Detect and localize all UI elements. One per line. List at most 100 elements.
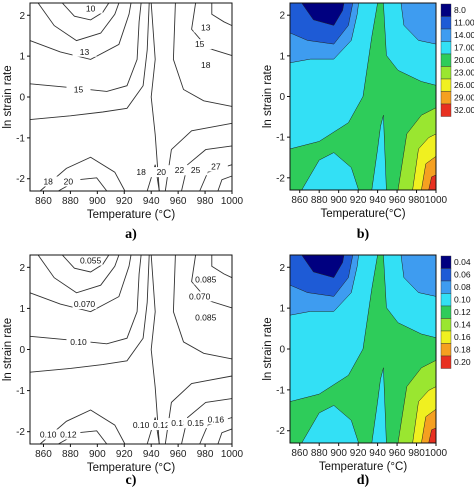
y-tick-label: 0: [19, 93, 25, 104]
contour-label-bg: [78, 255, 103, 266]
contour-label: 13: [201, 22, 211, 32]
legend-swatch: [440, 78, 452, 92]
legend-swatch: [440, 355, 452, 369]
contour-label: 0.16: [208, 414, 225, 424]
legend-label: 32.00: [454, 105, 474, 115]
x-tick-label: 1000: [221, 449, 244, 460]
y-tick-label: 1: [279, 51, 285, 62]
contour-label: 0.10: [40, 429, 57, 439]
contour-label: 0.085: [195, 274, 217, 284]
contour-label-bg: [72, 299, 97, 310]
contour-line: [146, 417, 160, 445]
contour-label-bg: [193, 59, 218, 70]
contour-label-bg: [66, 336, 91, 347]
plot-background: [30, 255, 232, 444]
x-tick-label: 1000: [425, 448, 448, 459]
legend-label: 0.14: [454, 320, 471, 330]
plot-background: [30, 3, 232, 191]
contour-line: [191, 254, 233, 309]
legend-swatch: [440, 3, 452, 17]
x-tick-label: 920: [350, 448, 367, 459]
contour-label: 13: [80, 47, 90, 57]
legend-label: 20.00: [454, 55, 474, 65]
x-tick-label: 960: [389, 448, 406, 459]
contour-line: [181, 145, 233, 192]
contour-line: [150, 254, 160, 445]
contour-label: 15: [74, 84, 84, 94]
contour-label-bg: [56, 429, 81, 440]
contour-line: [37, 254, 120, 294]
contour-line: [172, 254, 233, 360]
contour-line: [29, 2, 150, 121]
chart-panel-2: 8.0 11.00 14.00 17.00 20.00 23.00 26.00 29.00 32…: [262, 2, 474, 242]
legend-label: 26.00: [454, 80, 474, 90]
legend-swatch: [440, 91, 452, 105]
contour-line: [217, 175, 233, 192]
x-tick-label: 920: [116, 196, 133, 207]
y-tick-label: -1: [16, 386, 25, 397]
contour-label: 27: [211, 161, 221, 171]
x-axis-label: Temperature (°C): [87, 462, 175, 474]
contour-label: 0.12: [153, 420, 170, 430]
y-tick-label: -1: [16, 133, 25, 144]
contour-label: 18: [201, 60, 211, 70]
x-tick-label: 1000: [425, 195, 448, 206]
contour-line: [211, 3, 233, 27]
contour-label: 0.15: [187, 418, 204, 428]
y-axis-label: ln strain rate: [262, 65, 274, 128]
contour-label: 20: [64, 176, 74, 186]
x-tick-label: 940: [369, 195, 386, 206]
legend-swatch: [440, 280, 452, 294]
y-tick-label: 0: [279, 345, 285, 356]
contour-label-bg: [187, 39, 212, 50]
contour-label-bg: [66, 84, 91, 95]
x-tick-label: 860: [35, 449, 52, 460]
y-tick-label: 1: [19, 52, 25, 63]
x-tick-label: 1000: [221, 196, 244, 207]
panel-label: d): [357, 473, 370, 488]
y-tick-label: -1: [276, 385, 285, 396]
y-axis-label: ln strain rate: [262, 317, 274, 380]
contour-label: 15: [195, 39, 205, 49]
x-tick-label: 960: [170, 449, 187, 460]
legend-label: 14.00: [454, 30, 474, 40]
legend-swatch: [440, 318, 452, 332]
legend-swatch: [440, 103, 452, 117]
contour-label: 0.12: [60, 429, 77, 439]
contour-line: [181, 398, 233, 445]
contour-line: [39, 156, 126, 192]
x-tick-label: 880: [311, 448, 328, 459]
panel-label: c): [126, 473, 137, 488]
contour-line: [61, 254, 110, 273]
contour-label: 0.13: [171, 418, 188, 428]
x-tick-label: 860: [291, 448, 308, 459]
y-tick-label: 1: [19, 304, 25, 315]
y-tick-label: 2: [19, 11, 25, 22]
contour-label-bg: [167, 165, 192, 176]
y-tick-label: 2: [279, 11, 285, 22]
y-tick-label: 0: [279, 92, 285, 103]
contour-line: [61, 2, 110, 21]
legend-swatch: [440, 305, 452, 319]
chart-panel-4: 0.04 0.06 0.08 0.10 0.12 0.14 0.16 0.18 0.20 860 8…: [262, 254, 471, 488]
contour-label-bg: [183, 418, 208, 429]
x-tick-label: 880: [62, 449, 79, 460]
x-tick-label: 980: [197, 196, 214, 207]
contour-line: [29, 254, 150, 373]
y-tick-label: 2: [19, 263, 25, 274]
x-tick-label: 920: [350, 195, 367, 206]
legend-label: 0.10: [454, 295, 471, 305]
y-tick-label: -2: [276, 173, 285, 184]
contour-label-bg: [183, 165, 208, 176]
x-axis-label: Temperature (°C): [319, 461, 407, 473]
contour-label-bg: [193, 22, 218, 33]
legend-swatch: [440, 66, 452, 80]
x-tick-label: 940: [143, 449, 160, 460]
contour-label: 22: [175, 165, 185, 175]
panel-label: a): [125, 227, 137, 242]
contour-line: [29, 254, 132, 313]
contour-label-bg: [129, 419, 154, 430]
contour-label-bg: [36, 176, 61, 187]
contour-label: 0.085: [195, 312, 217, 322]
